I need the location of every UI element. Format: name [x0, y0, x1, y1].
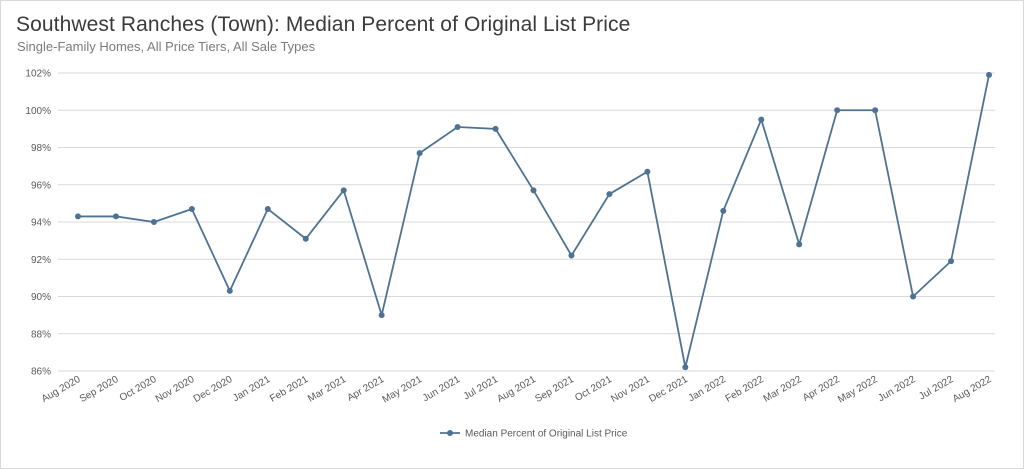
data-point — [872, 107, 879, 114]
data-point — [264, 205, 271, 212]
data-point — [986, 71, 992, 78]
data-point — [530, 187, 537, 194]
x-tick-label: Dec 2021 — [647, 374, 690, 405]
data-point — [568, 252, 575, 259]
y-tick-label: 86% — [31, 367, 51, 378]
y-tick-label: 102% — [25, 69, 51, 80]
y-tick-label: 96% — [31, 180, 51, 191]
data-point — [416, 150, 423, 157]
x-tick-label: Jul 2021 — [462, 374, 501, 403]
x-tick-label: Mar 2021 — [306, 374, 348, 405]
data-point — [150, 219, 157, 225]
x-tick-label: Aug 2022 — [951, 374, 994, 405]
x-tick-label: Oct 2020 — [118, 374, 159, 404]
x-tick-label: Jun 2021 — [421, 374, 463, 404]
series-line — [75, 71, 992, 371]
y-tick-label: 98% — [31, 143, 51, 154]
x-tick-label: Jan 2022 — [687, 374, 729, 404]
gridlines — [58, 72, 995, 372]
x-tick-label: Feb 2022 — [724, 374, 766, 405]
x-tick-label: Jul 2022 — [917, 374, 956, 403]
y-tick-label: 88% — [31, 329, 51, 340]
x-tick-label: Dec 2020 — [192, 374, 235, 405]
x-tick-label: Nov 2021 — [609, 374, 652, 405]
y-tick-label: 100% — [25, 106, 51, 117]
y-axis-ticks: 86% 88% 90% 92% 94% 96% 98% 100% 102% — [25, 69, 51, 378]
x-tick-label: May 2021 — [381, 374, 425, 406]
x-tick-label: Aug 2021 — [495, 374, 538, 405]
legend: Median Percent of Original List Price — [440, 429, 628, 440]
x-tick-label: Aug 2020 — [40, 374, 83, 405]
x-tick-label: Jun 2022 — [876, 374, 918, 404]
data-point — [378, 312, 385, 319]
data-point — [758, 116, 765, 123]
data-point — [644, 168, 651, 175]
data-point — [796, 241, 803, 248]
data-point — [340, 187, 347, 194]
y-tick-label: 94% — [31, 218, 51, 229]
x-tick-label: Oct 2021 — [573, 374, 614, 404]
data-point — [188, 205, 195, 212]
data-point — [75, 213, 81, 220]
legend-label: Median Percent of Original List Price — [465, 429, 628, 440]
data-point — [834, 107, 841, 114]
data-point — [910, 293, 917, 300]
y-tick-label: 90% — [31, 292, 51, 303]
x-tick-label: Jan 2021 — [231, 374, 273, 404]
data-point — [948, 258, 955, 265]
series-polyline — [78, 74, 990, 369]
data-point — [454, 124, 461, 131]
x-tick-label: Feb 2021 — [268, 374, 310, 405]
data-point — [112, 213, 119, 220]
x-tick-label: Sep 2021 — [533, 374, 576, 405]
x-tick-label: Apr 2022 — [801, 374, 842, 404]
data-point — [682, 364, 689, 371]
x-tick-label: Apr 2021 — [346, 374, 387, 404]
chart-subtitle: Single-Family Homes, All Price Tiers, Al… — [17, 39, 316, 54]
data-point — [720, 207, 727, 214]
data-point — [302, 235, 309, 242]
x-tick-label: Sep 2020 — [78, 374, 121, 405]
y-tick-label: 92% — [31, 255, 51, 266]
data-point — [226, 287, 233, 294]
x-tick-label: May 2022 — [836, 374, 880, 406]
data-point — [492, 125, 499, 132]
x-tick-label: Nov 2020 — [154, 374, 197, 405]
chart-title: Southwest Ranches (Town): Median Percent… — [16, 13, 631, 36]
data-point — [606, 191, 613, 198]
legend-marker — [447, 430, 453, 436]
x-tick-label: Mar 2022 — [762, 374, 804, 405]
